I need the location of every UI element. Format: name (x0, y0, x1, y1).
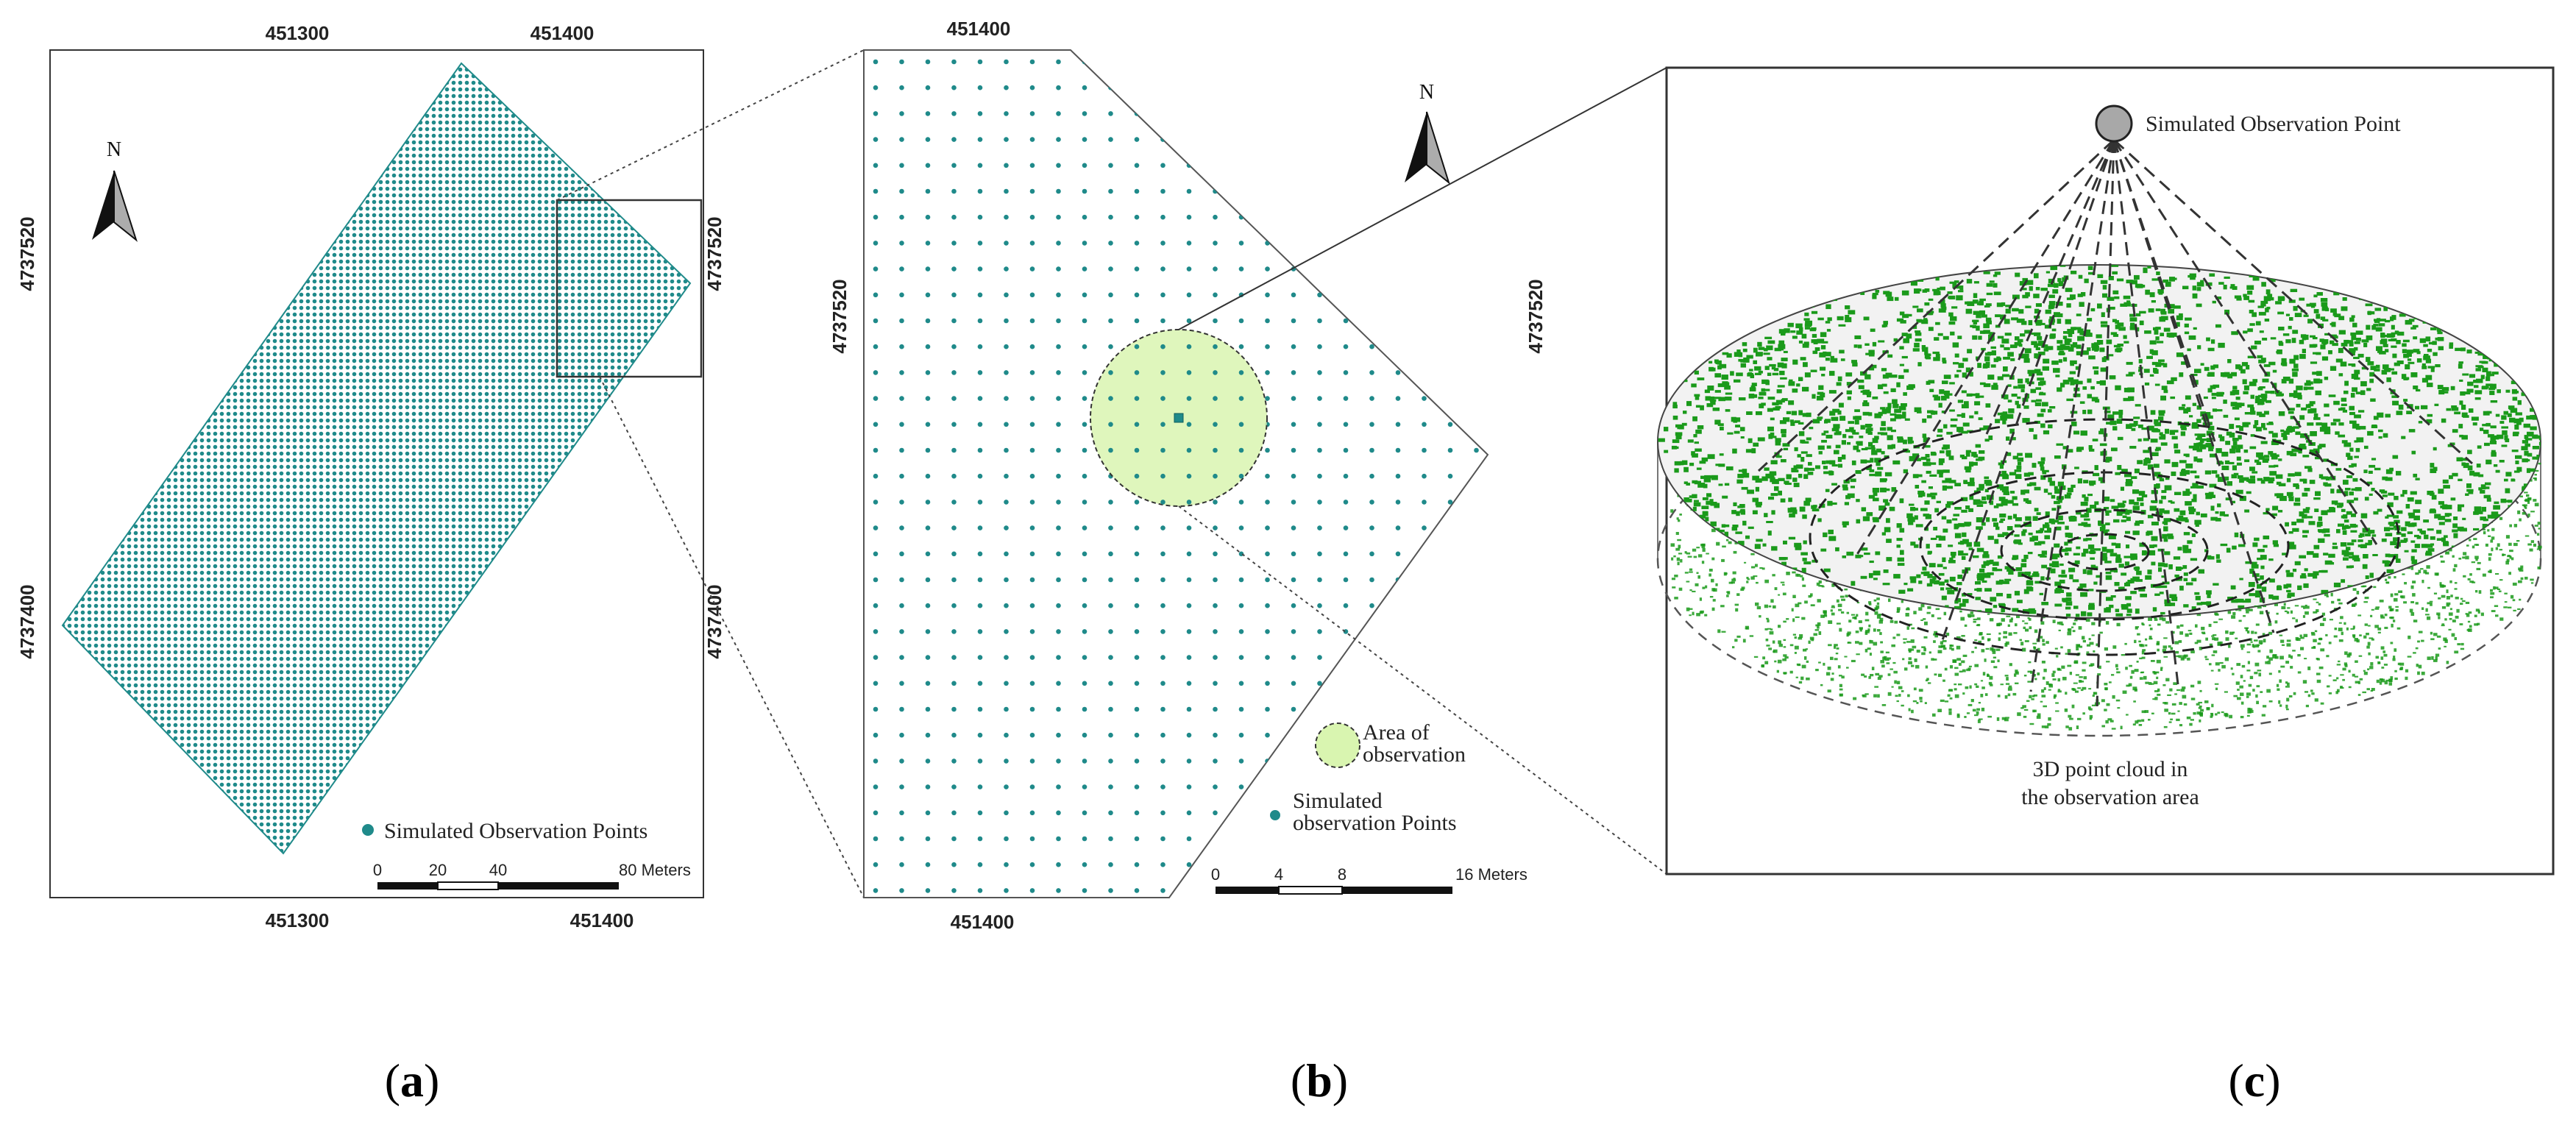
legend-point-icon (1270, 810, 1280, 820)
cloud-label-2: the observation area (2021, 785, 2199, 809)
svg-text:80 Meters: 80 Meters (619, 861, 691, 879)
bottom-tick-451300: 451300 (266, 909, 330, 931)
svg-text:0: 0 (1211, 865, 1220, 884)
point-cloud-canopy (1658, 265, 2541, 618)
observer-label: Simulated Observation Point (2146, 112, 2401, 136)
sight-lines (1757, 138, 2474, 707)
zoom-extent-box (556, 199, 703, 378)
legend-point-icon (362, 824, 374, 836)
caption-c: (c) (2228, 1054, 2280, 1107)
top-tick-451400: 451400 (531, 22, 595, 44)
legend-area-label-2: observation (1363, 742, 1466, 767)
svg-text:40: 40 (489, 861, 507, 879)
svg-text:N: N (1419, 81, 1434, 104)
right-tick-4737520: 4737520 (703, 216, 725, 291)
scale-bar-b: 0 4 8 16 Meters (1211, 865, 1527, 895)
scale-bar-a: 0 20 40 80 Meters (373, 861, 691, 890)
b-right-tick: 4737520 (1525, 279, 1547, 353)
svg-text:N: N (107, 138, 121, 161)
bottom-tick-451400: 451400 (570, 909, 634, 931)
caption-a: (a) (385, 1054, 440, 1107)
cloud-label-1: 3D point cloud in (2033, 757, 2188, 781)
study-area-points (61, 62, 692, 855)
observer-point-icon (2095, 104, 2133, 143)
north-arrow-icon: N (1405, 81, 1450, 185)
legend-area-icon (1315, 722, 1360, 768)
left-tick-4737520: 4737520 (16, 216, 38, 291)
svg-text:8: 8 (1338, 865, 1346, 884)
north-arrow-icon: N (92, 138, 138, 242)
legend-area-label-1: Area of (1363, 720, 1430, 745)
panel-c: Simulated Observation Point 3D point clo… (1656, 66, 2555, 876)
zoom-connector-c-bottom (1178, 505, 1667, 875)
zoom-connector-bottom (599, 376, 865, 898)
panel-a: 451300 451400 451300 451400 4737520 4737… (16, 22, 725, 931)
caption-b: (b) (1291, 1054, 1348, 1107)
selected-observation-point (1174, 413, 1184, 423)
svg-text:16 Meters: 16 Meters (1455, 865, 1527, 884)
legend-points-label-1: Simulated (1293, 789, 1383, 813)
top-tick-451300: 451300 (266, 22, 330, 44)
svg-text:4: 4 (1274, 865, 1283, 884)
svg-text:20: 20 (429, 861, 447, 879)
b-top-tick: 451400 (947, 18, 1011, 40)
legend-points-label-2: observation Points (1293, 811, 1457, 835)
svg-text:0: 0 (373, 861, 382, 879)
right-tick-4737400: 4737400 (703, 584, 725, 658)
panel-b-points-in-area (1108, 344, 1244, 505)
b-left-tick: 4737520 (828, 279, 851, 353)
zoom-connector-c-top (1178, 67, 1667, 330)
left-tick-4737400: 4737400 (16, 584, 38, 658)
legend-label: Simulated Observation Points (384, 819, 647, 843)
panel-b: 451400 451400 4737520 4737520 N Area of … (828, 18, 1547, 933)
b-bottom-tick: 451400 (951, 911, 1015, 933)
